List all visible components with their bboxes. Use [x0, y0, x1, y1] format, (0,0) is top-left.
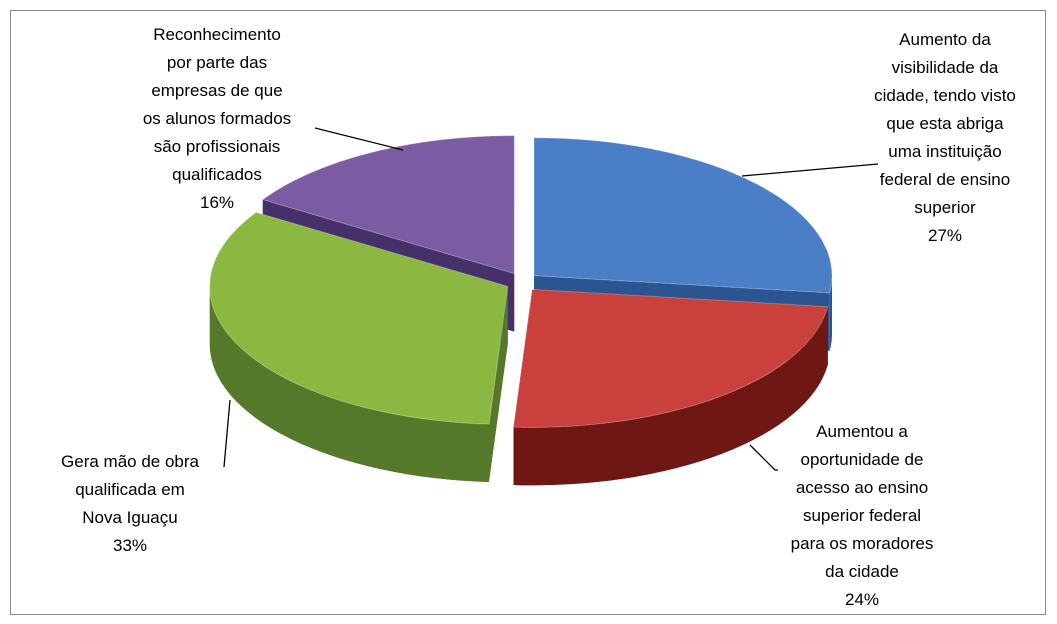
- label-line: para os moradores: [791, 534, 934, 553]
- value-label: 33%: [113, 536, 147, 555]
- label-line: são profissionais: [154, 137, 281, 156]
- label-line: Aumentou a: [816, 422, 908, 441]
- value-label: 24%: [845, 590, 879, 609]
- pie-slice: [512, 288, 829, 428]
- slice-side: [209, 286, 489, 483]
- leader-line: [223, 399, 231, 468]
- leader-line: [741, 163, 879, 177]
- label-line: por parte das: [167, 53, 267, 72]
- label-line: qualificados: [172, 165, 262, 184]
- label-line: cidade, tendo visto: [874, 86, 1016, 105]
- label-line: da cidade: [825, 562, 899, 581]
- label-line: uma instituição: [888, 142, 1001, 161]
- pie-slice: [533, 137, 833, 294]
- category-label: Aumento da visibilidade da cidade, tendo v…: [874, 30, 1016, 217]
- pie-slice: [261, 135, 515, 275]
- label-line: acesso ao ensino: [796, 478, 928, 497]
- label-line: Aumento da: [899, 30, 991, 49]
- label-line: Nova Iguaçu: [82, 508, 177, 527]
- value-label: 16%: [200, 193, 234, 212]
- label-line: Reconhecimento: [153, 25, 281, 44]
- leader-line: [314, 127, 404, 151]
- value-label: 27%: [928, 226, 962, 245]
- category-label: Reconhecimento por parte das empresas de q…: [143, 25, 291, 184]
- leader-line: [749, 444, 778, 471]
- chart-frame: [10, 10, 1046, 615]
- slice-side: [829, 275, 833, 351]
- label-line: os alunos formados: [143, 109, 291, 128]
- label-line: superior federal: [803, 506, 921, 525]
- slice-side: [513, 306, 828, 486]
- category-label: Gera mão de obra qualificada em Nova Iguaç…: [61, 452, 200, 527]
- label-line: Gera mão de obra: [61, 452, 200, 471]
- label-line: qualificada em: [75, 480, 185, 499]
- pie-slice: [209, 211, 509, 425]
- label-line: empresas de que: [151, 81, 282, 100]
- label-line: visibilidade da: [892, 58, 999, 77]
- label-line: federal de ensino: [880, 170, 1010, 189]
- label-line: que esta abriga: [886, 114, 1004, 133]
- category-label: Aumentou a oportunidade de acesso ao ensin…: [791, 422, 934, 581]
- label-line: superior: [914, 198, 976, 217]
- label-line: oportunidade de: [801, 450, 924, 469]
